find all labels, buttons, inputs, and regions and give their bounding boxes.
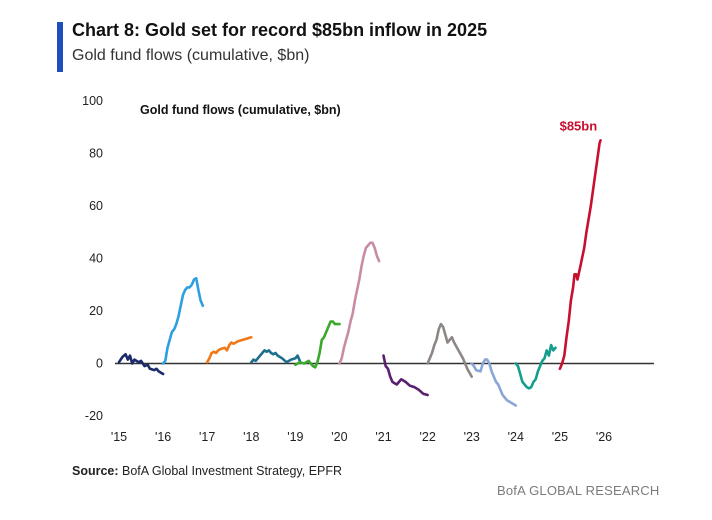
x-tick-label: '19 — [287, 430, 303, 444]
series-line-8 — [426, 322, 473, 378]
series-line-4 — [250, 349, 302, 364]
series-line-6 — [338, 241, 381, 365]
series-lines — [117, 139, 602, 407]
y-tick-label: 80 — [89, 147, 103, 161]
title-accent-bar — [57, 22, 63, 72]
x-tick-label: '16 — [155, 430, 171, 444]
chart-subtitle: Gold fund flows (cumulative, $bn) — [72, 47, 310, 64]
y-axis: 100 80 60 40 20 0 -20 — [82, 94, 103, 423]
y-tick-label: 0 — [96, 357, 103, 371]
source-text: BofA Global Investment Strategy, EPFR — [118, 464, 343, 478]
series-line-11 — [558, 139, 602, 371]
x-tick-label: '23 — [464, 430, 480, 444]
x-tick-label: '24 — [508, 430, 524, 444]
series-line-9 — [470, 358, 518, 407]
y-tick-label: 40 — [89, 252, 103, 266]
x-tick-label: '21 — [375, 430, 391, 444]
series-line-2 — [161, 276, 205, 365]
source-label: Source: — [72, 464, 119, 478]
x-tick-label: '15 — [111, 430, 127, 444]
inner-chart-title: Gold fund flows (cumulative, $bn) — [140, 103, 341, 117]
x-tick-label: '18 — [243, 430, 259, 444]
x-tick-label: '20 — [331, 430, 347, 444]
series-line-7 — [382, 354, 429, 397]
x-tick-label: '22 — [419, 430, 435, 444]
source-note: Source: BofA Global Investment Strategy,… — [72, 464, 342, 478]
y-tick-label: 100 — [82, 94, 103, 108]
brand-footer: BofA GLOBAL RESEARCH — [497, 483, 660, 498]
y-tick-label: 20 — [89, 304, 103, 318]
x-tick-label: '25 — [552, 430, 568, 444]
series-line-3 — [205, 336, 253, 364]
callout-label: $85bn — [560, 118, 598, 133]
y-tick-label: -20 — [85, 409, 103, 423]
x-tick-label: '26 — [596, 430, 612, 444]
chart-title: Chart 8: Gold set for record $85bn inflo… — [72, 20, 488, 40]
x-tick-label: '17 — [199, 430, 215, 444]
series-line-5 — [294, 320, 341, 369]
series-line-1 — [117, 353, 165, 376]
series-line-10 — [514, 343, 557, 390]
y-tick-label: 60 — [89, 199, 103, 213]
annotations: $85bn — [560, 118, 598, 133]
x-axis: '15 '16 '17 '18 '19 '20 '21 '22 '23 '24 '25 '26 — [111, 430, 612, 444]
